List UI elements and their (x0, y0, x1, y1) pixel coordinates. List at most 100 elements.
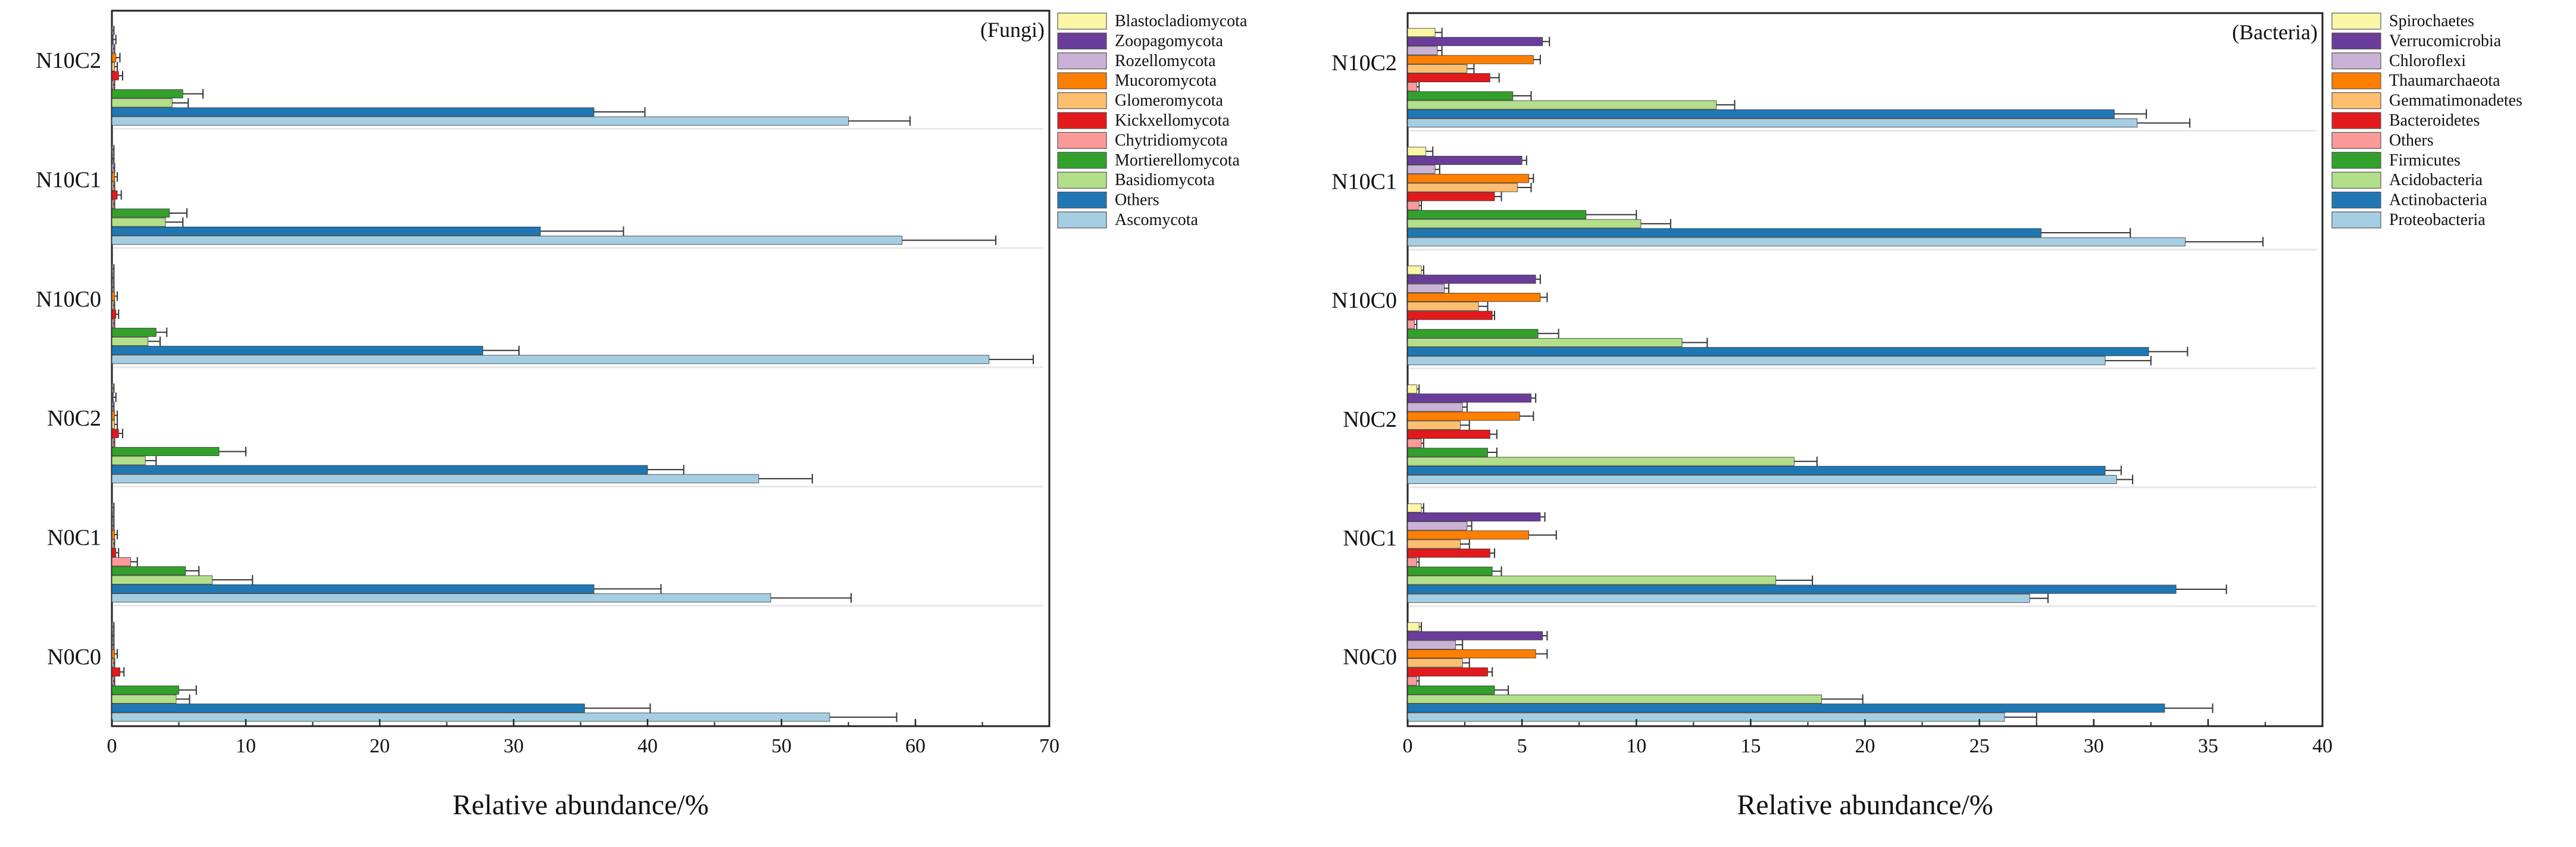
fungi-bar-n0c2-mucoromycota (111, 411, 115, 420)
bacteria-bar-n0c0-acidobacteria (1407, 695, 1822, 704)
fungi-category-label: N10C0 (36, 287, 101, 312)
fungi-bar-n10c0-kickxellomycota (111, 310, 117, 319)
bacteria-bar-n0c0-others (1407, 676, 1417, 686)
bacteria-bar-n10c2-actinobacteria (1407, 109, 2115, 118)
bacteria-category-label: N0C1 (1343, 526, 1397, 551)
bacteria-bar-n0c1-spirochaetes (1407, 503, 1422, 512)
fungi-bar-n0c1-mortierellomycota (111, 566, 186, 576)
bacteria-bar-n0c1-firmicutes (1407, 567, 1493, 576)
fungi-bar-n0c1-others (111, 584, 595, 593)
bacteria-bar-n10c0-proteobacteria (1407, 356, 2106, 365)
bacteria-bar-n0c1-proteobacteria (1407, 593, 2030, 603)
fungi-category-label: N0C2 (47, 406, 101, 431)
fungi-legend-label: Mortierellomycota (1115, 151, 1240, 170)
bacteria-bar-n0c2-spirochaetes (1407, 385, 1417, 394)
fungi-bar-n0c0-mortierellomycota (111, 685, 179, 695)
bacteria-bar-n0c0-thaumarchaeota (1407, 649, 1536, 659)
bacteria-x-tick-label: 0 (1403, 735, 1413, 757)
bacteria-x-tick-label: 35 (2198, 735, 2218, 757)
bacteria-bar-n0c1-others (1407, 557, 1417, 567)
fungi-bar-n10c2-glomeromycota (111, 62, 115, 71)
fungi-bar-n10c0-mucoromycota (111, 291, 115, 301)
fungi-bar-n10c0-basidiomycota (111, 337, 149, 346)
bacteria-bar-n0c1-verrucomicrobia (1407, 512, 1541, 521)
fungi-bar-n10c2-kickxellomycota (111, 71, 119, 80)
fungi-bar-n10c1-others (111, 226, 541, 236)
bacteria-bar-n0c0-firmicutes (1407, 685, 1495, 695)
bacteria-bar-n10c2-bacteroidetes (1407, 73, 1490, 83)
fungi-x-tick-label: 10 (236, 735, 256, 757)
bacteria-bar-n0c1-acidobacteria (1407, 576, 1777, 585)
fungi-bar-n0c1-ascomycota (111, 593, 771, 603)
fungi-bar-n0c2-mortierellomycota (111, 447, 220, 457)
bacteria-legend-label: Others (2389, 131, 2434, 149)
fungi-legend-swatch (1057, 132, 1107, 149)
fungi-bar-n10c0-chytridiomycota (111, 318, 114, 328)
bacteria-bar-n10c2-chloroflexi (1407, 46, 1438, 55)
bacteria-x-axis-label: Relative abundance/% (1737, 789, 1993, 821)
bacteria-category-label: N0C0 (1343, 645, 1397, 670)
fungi-bar-n10c2-chytridiomycota (111, 80, 114, 89)
bacteria-category-label: N10C2 (1331, 51, 1397, 76)
bacteria-x-tick-label: 25 (1969, 735, 1990, 757)
fungi-bar-n10c2-basidiomycota (111, 98, 173, 108)
bacteria-bar-n10c1-firmicutes (1407, 210, 1587, 220)
bacteria-bar-n10c0-gemmatimonadetes (1407, 302, 1479, 311)
fungi-bar-n10c2-zoopagomycota (111, 35, 114, 44)
bacteria-bar-n10c2-others (1407, 82, 1417, 92)
bacteria-bar-n10c0-verrucomicrobia (1407, 274, 1536, 284)
bacteria-bar-n10c1-verrucomicrobia (1407, 155, 1523, 165)
bacteria-legend-label: Firmicutes (2389, 151, 2461, 170)
bacteria-bar-n0c1-gemmatimonadetes (1407, 539, 1461, 549)
bacteria-bar-n0c1-bacteroidetes (1407, 548, 1490, 558)
bacteria-bar-n10c0-thaumarchaeota (1407, 292, 1541, 302)
fungi-bar-n10c1-mucoromycota (111, 172, 115, 182)
fungi-bar-n10c2-ascomycota (111, 116, 849, 126)
bacteria-bar-n0c2-chloroflexi (1407, 402, 1463, 412)
fungi-bar-n0c0-mucoromycota (111, 649, 115, 659)
fungi-bar-n0c1-mucoromycota (111, 530, 115, 539)
bacteria-bar-n10c2-spirochaetes (1407, 28, 1436, 37)
fungi-bar-n0c0-chytridiomycota (111, 676, 114, 686)
fungi-bar-n10c1-mortierellomycota (111, 208, 170, 218)
bacteria-bar-n10c0-spirochaetes (1407, 265, 1422, 275)
fungi-x-tick-label: 50 (771, 735, 792, 757)
fungi-bar-n0c2-zoopagomycota (111, 392, 114, 402)
fungi-legend-swatch (1057, 72, 1107, 89)
bacteria-bar-n10c1-thaumarchaeota (1407, 174, 1530, 183)
bacteria-bar-n10c1-gemmatimonadetes (1407, 183, 1518, 192)
bacteria-bar-n10c2-thaumarchaeota (1407, 55, 1534, 64)
fungi-legend-label: Blastocladiomycota (1115, 12, 1248, 30)
fungi-bar-n10c1-basidiomycota (111, 217, 166, 227)
bacteria-x-tick-label: 5 (1517, 735, 1527, 757)
bacteria-bar-n0c2-acidobacteria (1407, 457, 1795, 466)
fungi-bar-n0c2-others (111, 465, 648, 474)
bacteria-legend-swatch (2331, 112, 2381, 129)
bacteria-bar-n0c1-chloroflexi (1407, 521, 1468, 531)
bacteria-bar-n0c0-proteobacteria (1407, 712, 2005, 722)
fungi-bar-n0c1-kickxellomycota (111, 548, 117, 558)
bacteria-bar-n0c2-thaumarchaeota (1407, 411, 1520, 421)
fungi-x-tick-label: 20 (370, 735, 390, 757)
bacteria-legend-label: Gemmatimonadetes (2389, 92, 2522, 110)
bacteria-bar-n0c2-actinobacteria (1407, 465, 2106, 475)
fungi-bar-n10c2-others (111, 107, 595, 117)
fungi-bar-n10c0-mortierellomycota (111, 327, 157, 337)
fungi-bar-n0c0-basidiomycota (111, 695, 177, 704)
fungi-bar-n0c1-chytridiomycota (111, 557, 131, 567)
fungi-legend-swatch (1057, 12, 1107, 30)
bacteria-bar-n10c2-proteobacteria (1407, 118, 2138, 128)
fungi-legend-label: Ascomycota (1115, 211, 1199, 229)
fungi-x-tick-label: 70 (1039, 735, 1059, 757)
fungi-category-label: N0C0 (47, 645, 101, 670)
fungi-legend-swatch (1057, 171, 1107, 189)
fungi-bar-n0c0-others (111, 704, 585, 713)
fungi-bar-n10c1-chytridiomycota (111, 199, 114, 209)
fungi-legend-label: Glomeromycota (1115, 92, 1224, 110)
fungi-bar-n0c2-chytridiomycota (111, 437, 114, 447)
bacteria-bar-n10c0-bacteroidetes (1407, 311, 1493, 320)
bacteria-legend-label: Thaumarchaeota (2389, 71, 2500, 90)
bacteria-legend-label: Bacteroidetes (2389, 111, 2480, 130)
bacteria-legend-swatch (2331, 92, 2381, 110)
bacteria-legend-label: Spirochaetes (2389, 12, 2474, 30)
